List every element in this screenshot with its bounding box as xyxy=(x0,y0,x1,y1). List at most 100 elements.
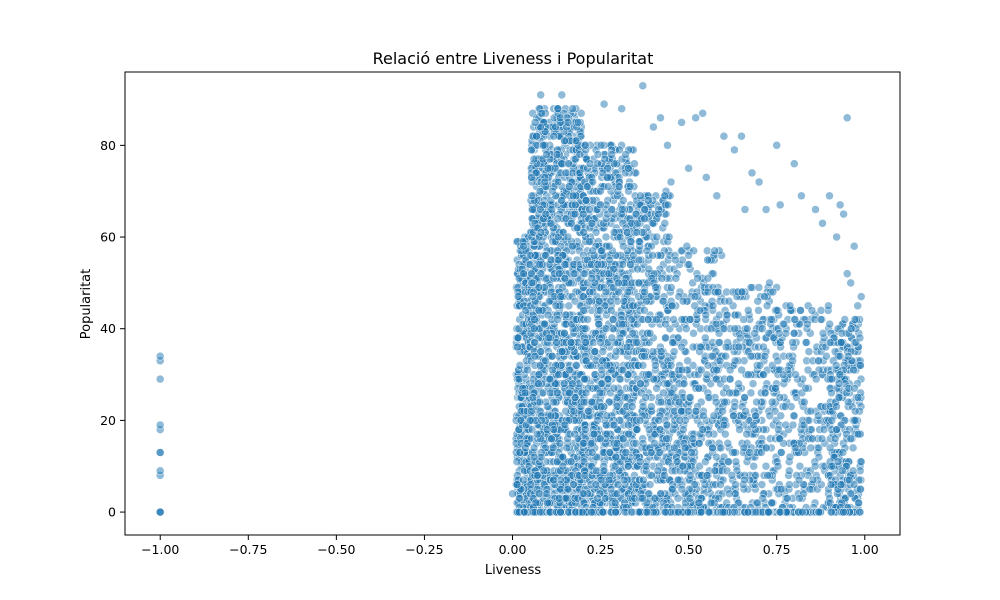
data-point xyxy=(774,329,784,338)
data-point xyxy=(725,388,734,398)
data-point xyxy=(626,260,635,269)
data-point xyxy=(155,448,165,457)
data-point xyxy=(680,443,690,453)
data-point xyxy=(581,425,590,434)
data-point xyxy=(810,461,820,471)
data-point xyxy=(642,507,652,517)
data-point xyxy=(561,310,571,320)
data-point xyxy=(566,219,576,228)
data-point xyxy=(578,489,588,498)
data-point xyxy=(513,292,523,301)
data-point xyxy=(754,306,763,315)
data-point xyxy=(634,255,644,265)
data-point xyxy=(611,452,621,462)
data-point xyxy=(576,109,586,118)
data-point xyxy=(546,411,556,421)
data-point xyxy=(816,306,826,315)
data-point xyxy=(651,361,660,370)
data-point xyxy=(618,260,627,269)
data-point xyxy=(775,393,785,402)
data-point xyxy=(644,264,654,274)
data-point xyxy=(694,498,704,508)
data-point xyxy=(849,365,858,375)
data-point xyxy=(754,283,764,292)
data-point xyxy=(704,393,713,402)
data-point xyxy=(677,365,687,375)
data-point xyxy=(547,351,557,361)
data-point xyxy=(674,507,683,517)
data-point xyxy=(824,301,833,311)
data-point xyxy=(790,315,800,324)
data-point xyxy=(666,361,676,370)
data-point xyxy=(624,429,633,439)
data-point xyxy=(515,494,524,503)
data-point xyxy=(609,384,619,393)
data-point xyxy=(785,301,795,311)
data-point xyxy=(638,81,648,91)
data-point xyxy=(530,324,539,333)
data-point xyxy=(541,356,550,366)
data-point xyxy=(817,434,827,443)
data-point xyxy=(753,296,762,306)
data-point xyxy=(601,232,611,242)
x-tick-label: −0.50 xyxy=(317,542,355,557)
data-point xyxy=(527,406,536,416)
data-point xyxy=(553,104,563,113)
data-point xyxy=(648,347,658,356)
data-point xyxy=(648,251,657,260)
data-point xyxy=(669,315,678,324)
data-point xyxy=(596,141,606,150)
data-point xyxy=(748,379,758,388)
data-point xyxy=(553,177,563,187)
data-point xyxy=(532,131,541,141)
data-point xyxy=(560,274,570,283)
data-point xyxy=(556,292,565,301)
data-point xyxy=(682,324,691,333)
data-point xyxy=(835,200,845,210)
data-point xyxy=(519,269,528,278)
data-point xyxy=(795,461,805,471)
data-point xyxy=(716,443,726,453)
data-point xyxy=(598,347,608,356)
data-point xyxy=(785,466,794,476)
data-point xyxy=(667,484,677,494)
data-point xyxy=(527,278,537,288)
data-point xyxy=(768,287,778,297)
data-point xyxy=(808,475,818,485)
data-point xyxy=(760,388,770,398)
data-point xyxy=(708,443,717,453)
data-point xyxy=(734,379,743,388)
data-point xyxy=(834,393,844,402)
data-point xyxy=(155,466,165,476)
x-tick-label: −0.25 xyxy=(405,542,443,557)
data-point xyxy=(573,118,583,127)
data-point xyxy=(735,425,744,434)
data-point xyxy=(620,393,630,402)
data-point xyxy=(529,452,539,462)
data-point xyxy=(549,131,559,141)
data-point xyxy=(849,241,859,251)
data-point xyxy=(848,443,858,453)
data-point xyxy=(614,278,623,288)
data-point xyxy=(594,319,603,329)
data-point xyxy=(603,173,612,182)
data-point xyxy=(636,191,645,201)
data-point xyxy=(580,269,590,278)
y-tick-label: 40 xyxy=(100,321,116,336)
data-point xyxy=(712,365,721,375)
data-point xyxy=(660,191,670,201)
data-point xyxy=(691,113,700,123)
data-point xyxy=(572,361,581,370)
data-point xyxy=(660,471,669,480)
data-point xyxy=(763,471,772,480)
data-point xyxy=(668,338,677,347)
data-point xyxy=(512,457,522,466)
data-point xyxy=(619,296,629,306)
data-point xyxy=(593,494,602,503)
data-point xyxy=(593,150,603,159)
data-point xyxy=(621,150,630,159)
data-point xyxy=(677,118,686,127)
data-point xyxy=(751,507,761,517)
data-point xyxy=(646,448,656,457)
